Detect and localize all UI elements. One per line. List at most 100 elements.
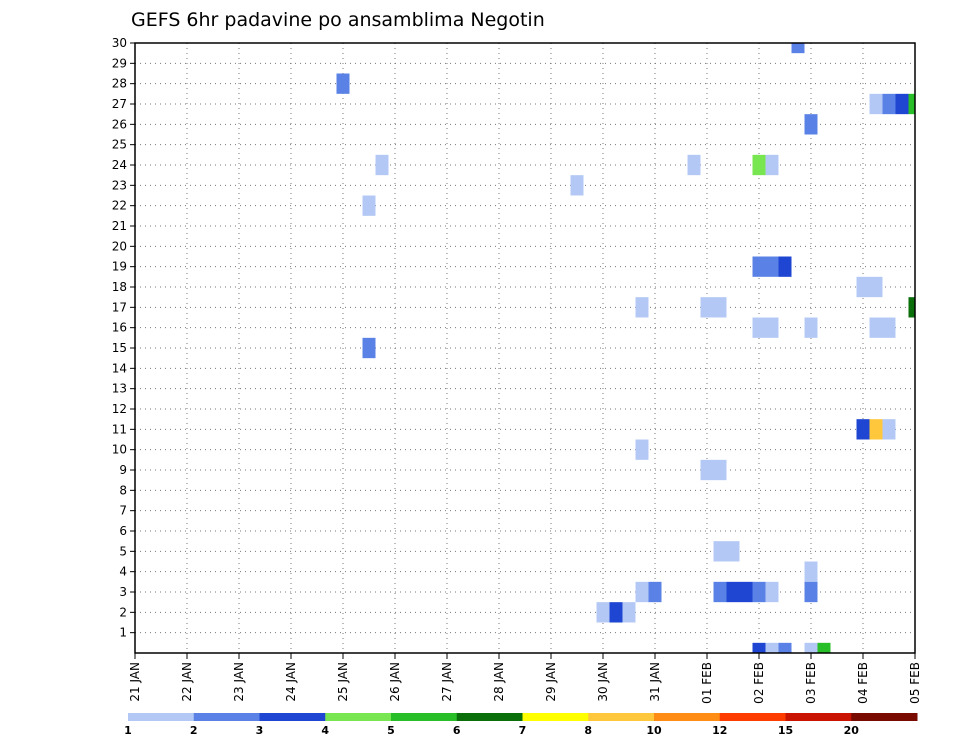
data-cell (713, 541, 727, 562)
y-tick-label: 7 (119, 504, 127, 518)
y-tick-label: 14 (112, 361, 127, 375)
x-tick-label: 23 JAN (232, 662, 246, 702)
data-cell (778, 256, 792, 277)
data-cell (609, 602, 623, 623)
y-tick-label: 30 (112, 36, 127, 50)
x-tick-label: 25 JAN (336, 662, 350, 702)
colorbar-swatch (259, 713, 326, 721)
y-tick-label: 22 (112, 199, 127, 213)
data-cell (765, 642, 779, 653)
colorbar-label: 1 (124, 724, 132, 737)
data-cell (752, 642, 766, 653)
x-tick-label: 26 JAN (388, 662, 402, 702)
data-cell (765, 256, 779, 277)
data-cell (362, 195, 376, 216)
colorbar: 1 2 3 4 5 6 7 8 10 12 15 20 (124, 713, 918, 737)
data-cell (908, 297, 915, 318)
colorbar-swatch (719, 713, 786, 721)
data-cell (713, 459, 727, 481)
data-cell (765, 317, 779, 338)
data-cell (869, 419, 883, 440)
data-cell (765, 154, 779, 176)
data-cell (635, 581, 649, 603)
data-cells (336, 43, 915, 653)
colorbar-swatch (588, 713, 655, 721)
data-cell (908, 93, 915, 115)
data-cell (856, 276, 870, 298)
colorbar-swatch (193, 713, 260, 721)
y-tick-label: 4 (119, 565, 127, 579)
y-tick-label: 18 (112, 280, 127, 294)
colorbar-label: 3 (256, 724, 264, 737)
y-tick-label: 15 (112, 341, 127, 355)
data-cell (570, 175, 584, 196)
y-tick-label: 9 (119, 463, 127, 477)
y-tick-label: 27 (112, 97, 127, 111)
x-tick-label: 27 JAN (440, 662, 454, 702)
data-cell (726, 581, 740, 603)
y-axis: 1234567891011121314151617181920212223242… (112, 36, 135, 640)
colorbar-swatch (654, 713, 721, 721)
data-cell (778, 642, 792, 653)
data-cell (791, 43, 805, 54)
x-tick-label: 04 FEB (856, 662, 870, 704)
colorbar-label: 8 (584, 724, 592, 737)
data-cell (804, 642, 818, 653)
y-tick-label: 17 (112, 300, 127, 314)
data-cell (752, 256, 766, 277)
data-cell (739, 581, 753, 603)
colorbar-label: 10 (646, 724, 662, 737)
data-cell (726, 541, 740, 562)
y-tick-label: 5 (119, 544, 127, 558)
colorbar-swatch (785, 713, 852, 721)
data-cell (869, 93, 883, 115)
colorbar-swatch (851, 713, 918, 721)
y-tick-label: 2 (119, 605, 127, 619)
data-cell (713, 297, 727, 318)
data-cell (752, 581, 766, 603)
x-tick-label: 30 JAN (596, 662, 610, 702)
colorbar-label: 12 (712, 724, 727, 737)
data-cell (869, 276, 883, 298)
x-tick-label: 24 JAN (284, 662, 298, 702)
x-tick-label: 01 FEB (700, 662, 714, 704)
x-tick-label: 02 FEB (752, 662, 766, 704)
data-cell (882, 93, 896, 115)
data-cell (700, 459, 714, 481)
data-cell (869, 317, 883, 338)
colorbar-swatch (325, 713, 392, 721)
data-cell (804, 561, 818, 582)
y-tick-label: 20 (112, 239, 127, 253)
data-cell (804, 114, 818, 135)
colorbar-label: 4 (321, 724, 329, 737)
colorbar-label: 5 (387, 724, 395, 737)
colorbar-label: 20 (844, 724, 860, 737)
colorbar-label: 2 (190, 724, 198, 737)
data-cell (687, 154, 701, 176)
colorbar-swatch (391, 713, 458, 721)
x-tick-label: 21 JAN (128, 662, 142, 702)
data-cell (596, 602, 610, 623)
colorbar-swatch (456, 713, 523, 721)
y-tick-label: 25 (112, 138, 127, 152)
data-cell (336, 73, 350, 94)
x-tick-label: 29 JAN (544, 662, 558, 702)
y-tick-label: 16 (112, 321, 127, 335)
y-tick-label: 24 (112, 158, 127, 172)
x-tick-label: 05 FEB (908, 662, 922, 704)
x-axis: 21 JAN 22 JAN 23 JAN 24 JAN 25 JAN 26 JAN 27 J… (128, 653, 922, 704)
data-cell (804, 581, 818, 603)
data-cell (622, 602, 636, 623)
y-tick-label: 8 (119, 483, 127, 497)
data-cell (635, 439, 649, 460)
y-tick-label: 21 (112, 219, 127, 233)
y-tick-label: 26 (112, 117, 127, 131)
data-cell (856, 419, 870, 440)
data-cell (648, 581, 662, 603)
data-cell (882, 419, 896, 440)
data-cell (635, 297, 649, 318)
y-tick-label: 12 (112, 402, 127, 416)
y-tick-label: 13 (112, 382, 127, 396)
data-cell (895, 93, 909, 115)
